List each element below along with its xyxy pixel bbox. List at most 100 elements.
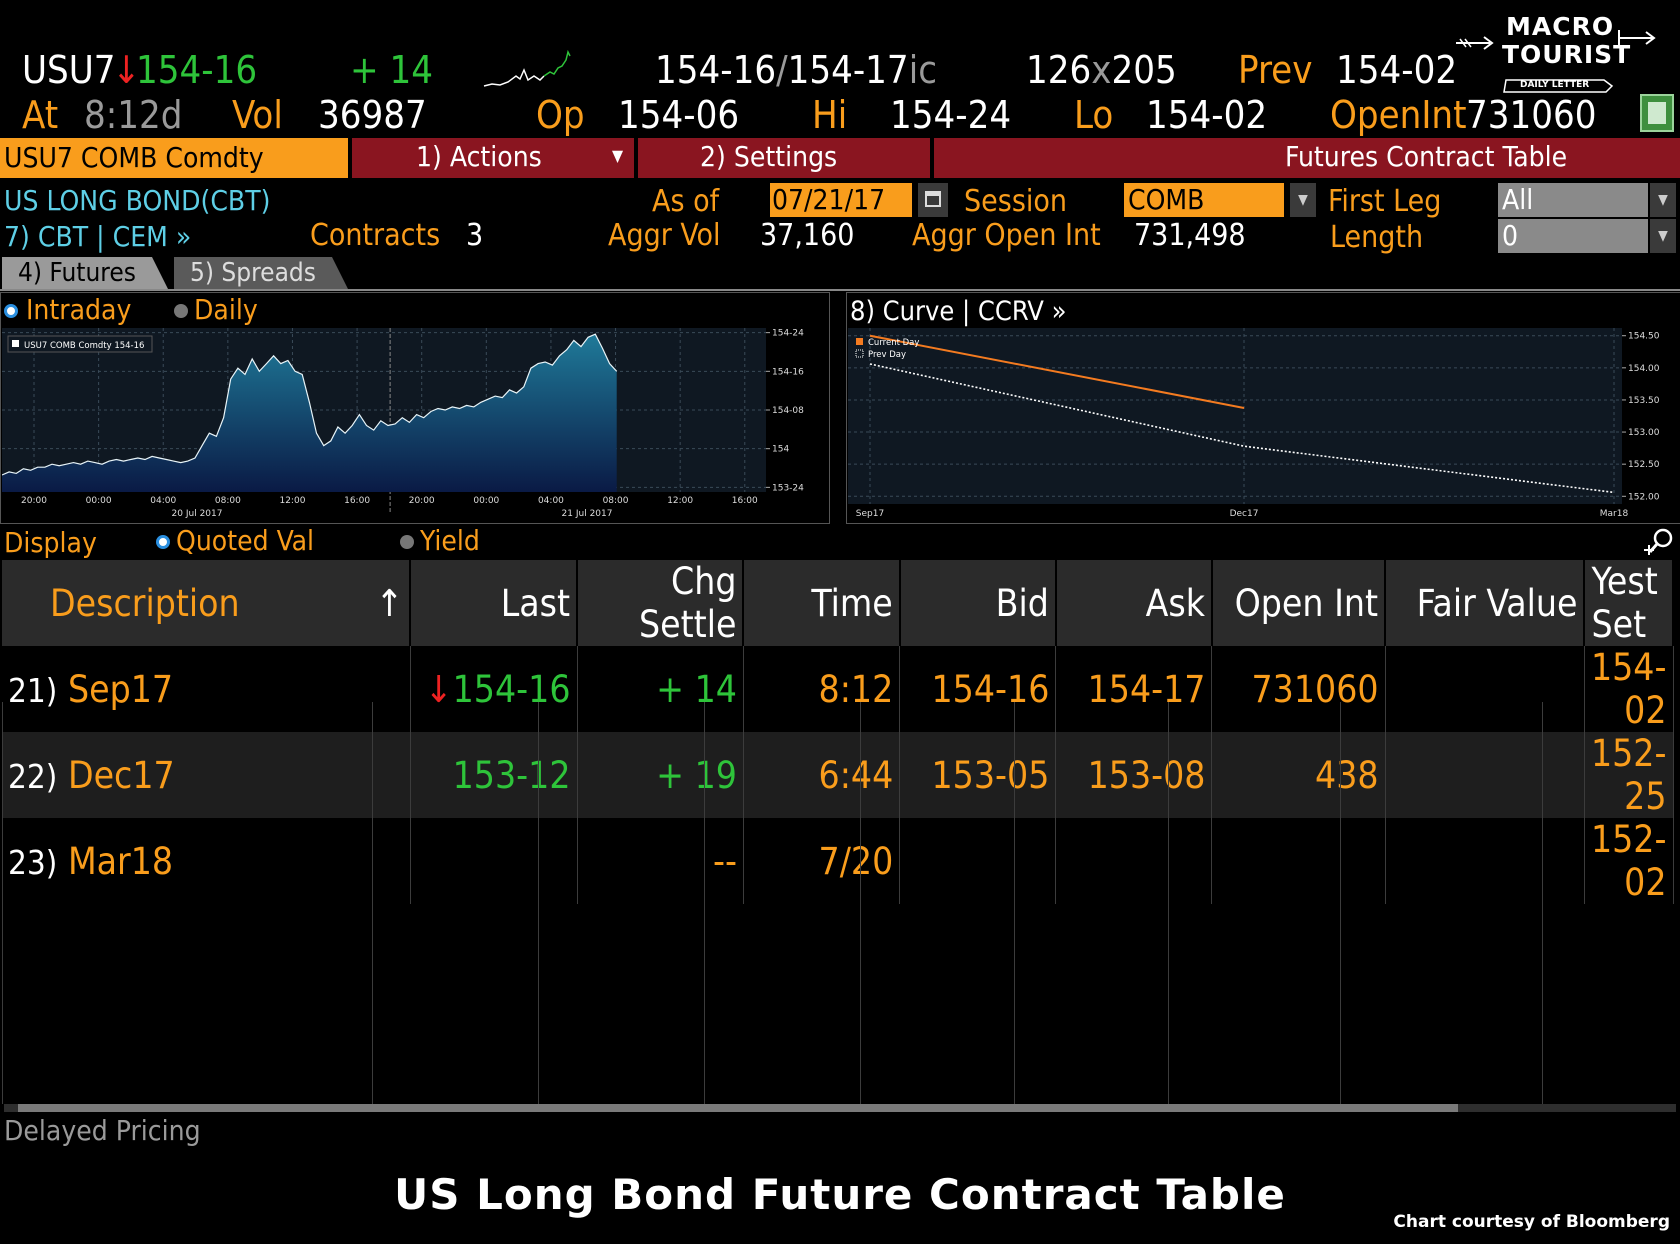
size-separator: x <box>1091 48 1111 92</box>
scrollbar-thumb[interactable] <box>18 1104 1458 1112</box>
horizontal-scrollbar[interactable] <box>4 1104 1676 1112</box>
y-tick-label: 154.00 <box>1628 364 1660 374</box>
y-tick-label: 154-16 <box>772 367 804 377</box>
toolbar-divider <box>634 138 638 178</box>
length-select[interactable]: 0 <box>1498 219 1648 253</box>
x-tick-label: 04:00 <box>150 496 176 506</box>
security-field[interactable]: USU7 COMB Comdty <box>0 138 348 178</box>
aggr-oi-value: 731,498 <box>1134 218 1246 253</box>
x-tick-label: 16:00 <box>732 496 758 506</box>
yield-radio[interactable]: Yield <box>400 524 480 557</box>
vol-value: 36987 <box>318 93 427 137</box>
radio-unselected-icon <box>174 304 188 318</box>
session-dropdown-icon[interactable]: ▼ <box>1290 183 1316 217</box>
y-tick-label: 154-24 <box>772 329 804 339</box>
column-separator <box>860 702 861 1104</box>
contracts-value: 3 <box>466 218 483 253</box>
table-header-row: Description ↑ Last Chg Settle Time Bid A… <box>2 560 1673 646</box>
x-tick-label: 20:00 <box>409 496 435 506</box>
legend-swatch <box>12 340 19 347</box>
y-tick-label: 154 <box>772 445 789 455</box>
display-label: Display <box>4 526 97 559</box>
curve-link[interactable]: 8) Curve | CCRV » <box>850 296 1066 327</box>
sparkline <box>482 46 572 90</box>
col-last[interactable]: Last <box>410 560 577 646</box>
settings-menu[interactable]: 2) Settings <box>700 140 837 174</box>
column-separator <box>1168 702 1169 1104</box>
table-empty-area <box>0 702 1680 1104</box>
col-fair-value[interactable]: Fair Value <box>1385 560 1584 646</box>
at-time: 8:12d <box>84 93 182 137</box>
asof-date-input[interactable]: 07/21/17 <box>770 183 912 217</box>
length-dropdown-icon[interactable]: ▼ <box>1650 219 1676 253</box>
col-open-int[interactable]: Open Int <box>1212 560 1385 646</box>
col-chg-settle[interactable]: Chg Settle <box>577 560 743 646</box>
y-tick-label: 154-08 <box>772 406 804 416</box>
radio-unselected-icon <box>400 535 414 549</box>
exchange-link[interactable]: 7) CBT | CEM » <box>4 220 191 253</box>
quoted-val-radio[interactable]: Quoted Val <box>156 524 314 557</box>
ask-size: 205 <box>1111 48 1176 92</box>
y-tick-label: 153.50 <box>1628 396 1660 406</box>
column-separator <box>704 702 705 1104</box>
radio-selected-icon <box>4 304 18 318</box>
column-separator <box>1542 702 1543 1104</box>
col-bid[interactable]: Bid <box>900 560 1056 646</box>
session-select[interactable]: COMB <box>1124 183 1284 217</box>
session-label: Session <box>964 184 1067 219</box>
x-tick-label: 04:00 <box>538 496 564 506</box>
col-yest-settle[interactable]: Yest Set <box>1584 560 1673 646</box>
tab-futures[interactable]: 4) Futures <box>2 257 168 289</box>
y-tick-label: 152.50 <box>1628 460 1660 470</box>
column-separator <box>1014 702 1015 1104</box>
curve-chart: 154.50 154.00 153.50 153.00 152.50 152.00 Sep1… <box>848 328 1678 520</box>
x-tick-label: 20:00 <box>21 496 47 506</box>
first-leg-dropdown-icon[interactable]: ▼ <box>1650 183 1676 217</box>
length-label: Length <box>1330 220 1423 255</box>
col-description[interactable]: Description ↑ <box>2 560 410 646</box>
intraday-chart: 154-24154-16154-08154153-2420:00 00:00 04:… <box>2 328 826 520</box>
low-value: 154-02 <box>1146 93 1267 137</box>
bid-size: 126 <box>1026 48 1091 92</box>
actions-menu[interactable]: 1) Actions <box>416 140 542 174</box>
col-time[interactable]: Time <box>743 560 899 646</box>
ask-suffix: ic <box>909 48 937 92</box>
contracts-label: Contracts <box>310 218 440 253</box>
column-separator <box>538 702 539 1104</box>
column-separator <box>372 702 373 1104</box>
x-tick-label: 00:00 <box>86 496 112 506</box>
x-tick-label: 00:00 <box>473 496 499 506</box>
x-tick-label: Sep17 <box>856 509 884 519</box>
ticker: USU7 <box>22 48 116 92</box>
x-tick-label: 08:00 <box>603 496 629 506</box>
calendar-icon[interactable] <box>918 183 948 217</box>
intraday-radio[interactable]: Intraday <box>4 293 131 326</box>
macro-tourist-logo: MACRO TOURIST DAILY LETTER <box>1456 10 1656 94</box>
asof-label: As of <box>652 184 719 219</box>
y-tick-label: 154.50 <box>1628 332 1660 342</box>
legend-entry-current: Current Day <box>868 338 919 348</box>
actions-dropdown-icon[interactable]: ▼ <box>612 146 623 165</box>
legend-entry-prev: Prev Day <box>868 350 906 360</box>
first-leg-label: First Leg <box>1328 184 1441 219</box>
table-left-border <box>2 702 3 1104</box>
low-label: Lo <box>1074 93 1113 137</box>
zoom-icon[interactable] <box>1644 526 1676 558</box>
first-leg-select[interactable]: All <box>1498 183 1648 217</box>
x-tick-label: 08:00 <box>215 496 241 506</box>
sort-arrow-icon: ↑ <box>376 582 404 625</box>
bid-price: 154-16 <box>655 48 776 92</box>
delayed-pricing-notice: Delayed Pricing <box>4 1114 201 1147</box>
col-ask[interactable]: Ask <box>1056 560 1212 646</box>
open-value: 154-06 <box>618 93 739 137</box>
export-icon[interactable] <box>1640 94 1674 132</box>
radio-selected-icon <box>156 535 170 549</box>
security-name: US LONG BOND(CBT) <box>4 184 270 217</box>
column-separator <box>1340 702 1341 1104</box>
tab-spreads[interactable]: 5) Spreads <box>174 257 348 289</box>
aggr-oi-label: Aggr Open Int <box>912 218 1101 253</box>
chart-credit: Chart courtesy of Bloomberg <box>1393 1212 1670 1232</box>
prev-label: Prev <box>1238 48 1312 92</box>
daily-radio[interactable]: Daily <box>174 293 258 326</box>
high-label: Hi <box>812 93 847 137</box>
